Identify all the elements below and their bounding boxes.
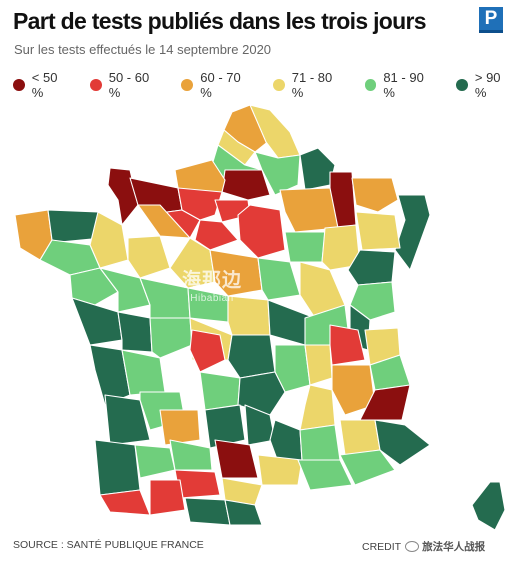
credit-line: CREDIT 旅法华人战报	[362, 539, 485, 554]
department-vosges[interactable]	[355, 211, 401, 251]
department-drome[interactable]	[299, 384, 336, 431]
department-puy-dome[interactable]	[237, 371, 286, 416]
legend-label: 81 - 90 %	[383, 70, 424, 100]
department-pyrenees-atlantiques[interactable]	[99, 489, 151, 516]
legend-item-71-80: 71 - 80 %	[273, 70, 347, 100]
legend-label: 50 - 60 %	[108, 70, 150, 100]
department-hautes-alpes[interactable]	[359, 384, 411, 421]
legend-swatch	[273, 79, 285, 91]
department-ariege[interactable]	[184, 497, 231, 526]
department-alpes-haute-provence[interactable]	[339, 419, 381, 456]
legend-label: < 50 %	[31, 70, 58, 100]
legend-item-81-90: 81 - 90 %	[364, 70, 439, 100]
legend-label: 60 - 70 %	[200, 70, 241, 100]
department-aube[interactable]	[284, 231, 326, 263]
legend: < 50 % 50 - 60 % 60 - 70 % 71 - 80 % 81 …	[13, 70, 515, 100]
watermark-logo: 海那边 Hibabian	[182, 270, 243, 308]
department-ille-vilaine[interactable]	[89, 211, 129, 269]
department-ain[interactable]	[329, 324, 366, 366]
department-haute-garonne[interactable]	[149, 479, 186, 516]
legend-item-50-60: 50 - 60 %	[89, 70, 164, 100]
source-note: SOURCE : SANTÉ PUBLIQUE FRANCE	[13, 539, 204, 551]
department-gironde[interactable]	[104, 394, 151, 446]
department-aveyron[interactable]	[214, 439, 259, 479]
legend-item-60-70: 60 - 70 %	[181, 70, 255, 100]
credit-channel: 旅法华人战报	[422, 541, 486, 553]
department-cotes-armor[interactable]	[47, 209, 103, 243]
watermark-sub: Hibabian	[190, 293, 234, 304]
department-pyrenees-orientales[interactable]	[224, 499, 263, 526]
department-lot-garonne[interactable]	[134, 444, 176, 479]
map-title: Part de tests publiés dans les trois jou…	[13, 8, 427, 34]
department-eure[interactable]	[177, 187, 223, 221]
department-yvelines[interactable]	[194, 219, 239, 251]
department-oise[interactable]	[221, 169, 271, 201]
department-allier[interactable]	[227, 334, 276, 379]
department-vendee[interactable]	[71, 297, 123, 346]
legend-swatch	[181, 79, 194, 91]
department-haute-marne[interactable]	[321, 224, 361, 271]
department-haute-vienne[interactable]	[189, 329, 226, 373]
map-subtitle: Sur les tests effectués le 14 septembre …	[14, 42, 272, 57]
department-manche[interactable]	[107, 167, 139, 226]
watermark-main: 海那边	[182, 270, 243, 291]
department-eure-loir[interactable]	[169, 237, 216, 289]
department-haute-corse[interactable]	[471, 481, 506, 531]
department-vienne[interactable]	[149, 317, 193, 359]
department-isere[interactable]	[331, 364, 376, 416]
department-doubs[interactable]	[349, 281, 396, 321]
department-correze[interactable]	[159, 409, 201, 446]
department-loire-atlantique[interactable]	[69, 267, 119, 306]
department-morbihan[interactable]	[39, 239, 101, 276]
department-vaucluse[interactable]	[299, 424, 341, 461]
department-alpes-maritimes[interactable]	[374, 419, 431, 466]
le-parisien-logo: P	[479, 7, 503, 33]
department-var[interactable]	[339, 449, 396, 486]
credit-prefix: CREDIT	[362, 540, 402, 553]
legend-swatch	[456, 79, 468, 91]
legend-swatch	[364, 79, 377, 91]
wechat-icon	[405, 541, 420, 552]
france-department-map	[14, 104, 506, 531]
department-marne[interactable]	[279, 187, 339, 233]
department-moselle[interactable]	[351, 177, 399, 213]
department-creuse[interactable]	[199, 371, 241, 411]
legend-label: > 90 %	[474, 70, 501, 100]
department-seine-marne[interactable]	[237, 204, 286, 259]
department-landes[interactable]	[94, 439, 141, 496]
department-rhone[interactable]	[304, 344, 333, 386]
legend-swatch	[89, 79, 102, 91]
department-maine-loire[interactable]	[99, 267, 151, 313]
department-mayenne[interactable]	[137, 204, 191, 239]
department-bouches-rhone[interactable]	[297, 459, 353, 491]
department-sarthe[interactable]	[127, 235, 171, 279]
department-bas-rhin[interactable]	[394, 194, 431, 271]
department-ardeche[interactable]	[269, 419, 303, 463]
legend-swatch	[13, 79, 25, 91]
department-lot[interactable]	[169, 439, 213, 471]
legend-item-lt50: < 50 %	[13, 70, 72, 100]
legend-label: 71 - 80 %	[291, 70, 333, 100]
department-deux-sevres[interactable]	[117, 311, 153, 353]
legend-item-gt90: > 90 %	[456, 70, 515, 100]
department-loire[interactable]	[274, 344, 311, 393]
department-yonne[interactable]	[257, 257, 301, 301]
department-loiret[interactable]	[209, 249, 263, 297]
department-cantal[interactable]	[204, 404, 246, 449]
department-gard[interactable]	[257, 454, 303, 486]
